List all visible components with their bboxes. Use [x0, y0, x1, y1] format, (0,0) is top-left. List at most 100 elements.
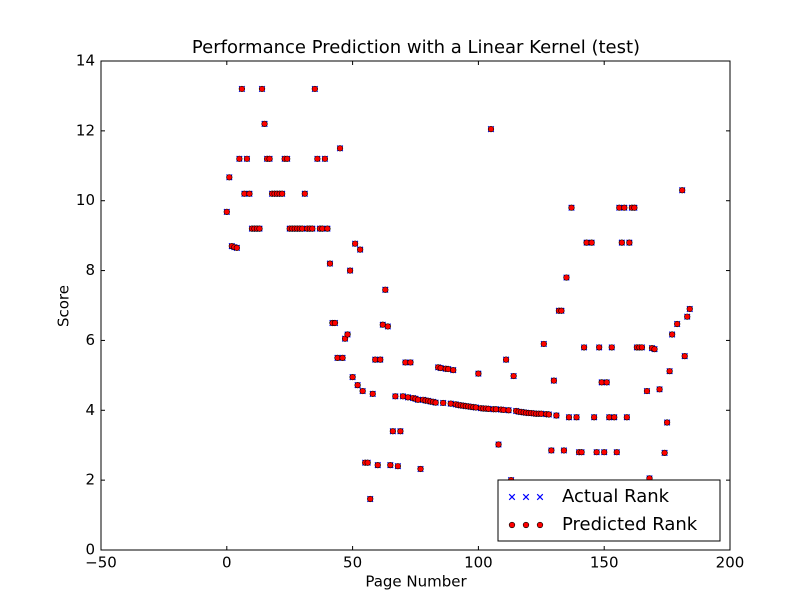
data-point: [349, 374, 356, 381]
data-point: [638, 344, 646, 351]
data-point: [472, 404, 479, 411]
plot-frame: [100, 60, 731, 551]
y-tick-label: 8: [85, 261, 95, 279]
data-point: [588, 239, 595, 246]
data-point: [326, 260, 334, 267]
data-point: [284, 155, 291, 162]
data-point: [440, 399, 447, 407]
data-point: [417, 465, 424, 473]
data-point: [545, 411, 552, 418]
data-point: [608, 344, 615, 351]
data-point: [367, 495, 374, 503]
data-point: [475, 370, 482, 377]
data-point: [256, 225, 263, 232]
data-point: [354, 382, 361, 389]
data-point: [663, 419, 671, 426]
data-point: [384, 323, 391, 330]
data-point: [243, 155, 251, 162]
x-tick-label: −50: [85, 554, 117, 572]
data-point: [359, 387, 366, 395]
data-point: [382, 286, 389, 293]
marker-x: [522, 493, 530, 501]
data-point: [352, 240, 359, 247]
data-point: [392, 393, 399, 400]
data-point: [563, 274, 570, 281]
data-point: [573, 414, 580, 421]
data-point: [301, 190, 308, 197]
data-point: [445, 365, 452, 373]
data-point: [618, 239, 625, 246]
data-point: [674, 320, 681, 328]
data-point: [331, 319, 339, 327]
data-point: [540, 340, 547, 348]
data-point: [397, 428, 404, 435]
data-point: [404, 394, 412, 401]
data-point: [369, 390, 376, 397]
data-point: [631, 204, 638, 211]
data-point: [669, 331, 676, 338]
data-point: [580, 344, 588, 351]
data-point: [684, 313, 691, 320]
legend-box: [497, 479, 721, 542]
data-point: [593, 449, 600, 456]
legend-label: Predicted Rank: [562, 514, 698, 535]
data-point: [603, 379, 610, 386]
data-point: [394, 463, 401, 470]
y-tick-label: 10: [76, 191, 95, 209]
data-point: [279, 190, 286, 197]
data-point: [661, 449, 668, 456]
x-tick-label: 100: [464, 554, 493, 572]
data-point: [258, 85, 266, 93]
y-tick-label: 2: [85, 471, 95, 489]
data-point: [681, 353, 688, 360]
data-point: [399, 393, 407, 400]
data-point: [656, 386, 663, 393]
data-point: [550, 377, 557, 384]
data-point: [502, 356, 510, 363]
data-point: [309, 225, 316, 232]
chart-title: Performance Prediction with a Linear Ker…: [192, 37, 640, 58]
data-point: [626, 239, 633, 246]
y-tick-label: 4: [85, 401, 95, 419]
x-tick-label: 150: [590, 554, 619, 572]
data-point: [364, 459, 371, 466]
data-point: [377, 356, 384, 363]
data-point: [568, 204, 575, 211]
data-point: [601, 449, 608, 456]
data-point: [505, 407, 512, 414]
data-point: [613, 449, 620, 456]
data-point: [233, 244, 240, 251]
data-point: [226, 174, 233, 181]
data-point: [407, 359, 414, 366]
data-point: [487, 126, 495, 133]
data-point: [686, 305, 693, 313]
data-point: [679, 187, 686, 194]
x-tick-label: 50: [343, 554, 362, 572]
legend-marker: [536, 521, 544, 529]
legend-label: Actual Rank: [562, 486, 670, 507]
data-point: [223, 208, 230, 215]
data-point: [510, 372, 517, 380]
legend-marker: [508, 521, 516, 529]
y-tick-label: 0: [85, 541, 95, 559]
marker-x: [536, 493, 544, 501]
data-point: [591, 414, 598, 421]
data-point: [236, 155, 243, 162]
legend-marker: [522, 521, 530, 529]
data-point: [666, 368, 673, 375]
data-point: [548, 447, 555, 454]
data-point: [387, 462, 394, 469]
data-point: [261, 120, 268, 127]
data-point: [246, 190, 253, 197]
x-tick-label: 200: [716, 554, 745, 572]
x-axis-label: Page Number: [365, 573, 467, 591]
x-tick-label: 0: [222, 554, 232, 572]
data-point: [495, 441, 502, 448]
data-point: [611, 414, 618, 421]
data-point: [437, 364, 444, 372]
data-point: [314, 155, 321, 162]
data-point: [357, 246, 364, 253]
data-point: [651, 346, 658, 353]
data-point: [565, 414, 573, 421]
